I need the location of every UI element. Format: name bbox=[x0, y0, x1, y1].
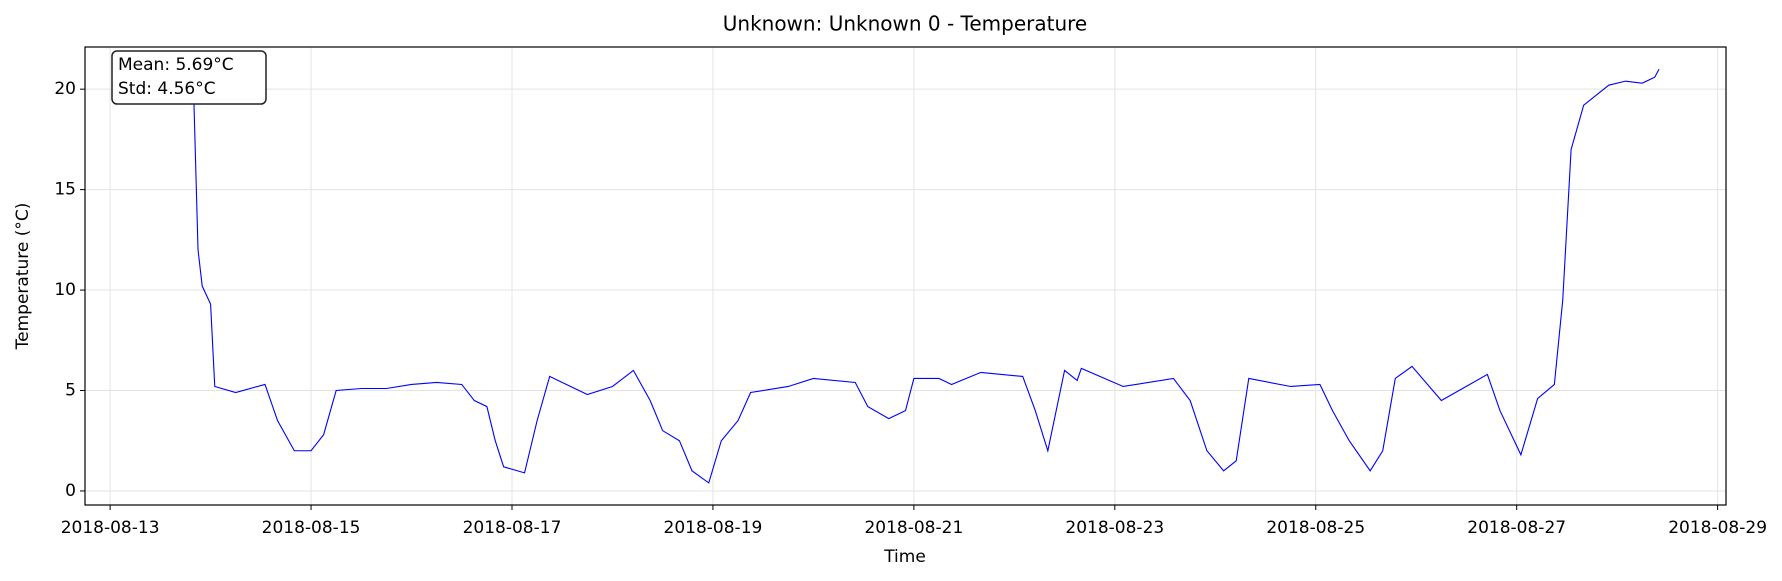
x-tick-label: 2018-08-21 bbox=[864, 518, 963, 538]
x-tick-label: 2018-08-29 bbox=[1668, 518, 1767, 538]
x-tick-label: 2018-08-19 bbox=[664, 518, 763, 538]
y-tick-label: 15 bbox=[54, 180, 76, 200]
x-axis-label: Time bbox=[883, 547, 926, 567]
x-tick-label: 2018-08-23 bbox=[1065, 518, 1164, 538]
stats-text: Mean: 5.69°C bbox=[118, 55, 234, 75]
stats-box bbox=[111, 50, 267, 105]
x-tick-label: 2018-08-27 bbox=[1467, 518, 1566, 538]
stats-text: Std: 4.56°C bbox=[118, 79, 216, 99]
y-tick-label: 20 bbox=[54, 79, 76, 99]
x-tick-label: 2018-08-17 bbox=[463, 518, 562, 538]
chart-title: Unknown: Unknown 0 - Temperature bbox=[723, 12, 1087, 36]
x-tick-label: 2018-08-25 bbox=[1266, 518, 1365, 538]
x-tick-label: 2018-08-15 bbox=[262, 518, 361, 538]
x-tick-label: 2018-08-13 bbox=[61, 518, 160, 538]
y-tick-label: 5 bbox=[65, 381, 76, 401]
data-line bbox=[193, 68, 1660, 484]
y-tick-label: 10 bbox=[54, 280, 76, 300]
y-tick-label: 0 bbox=[65, 481, 76, 501]
y-axis-label: Temperature (°C) bbox=[13, 203, 33, 351]
plot-frame bbox=[84, 46, 1727, 506]
